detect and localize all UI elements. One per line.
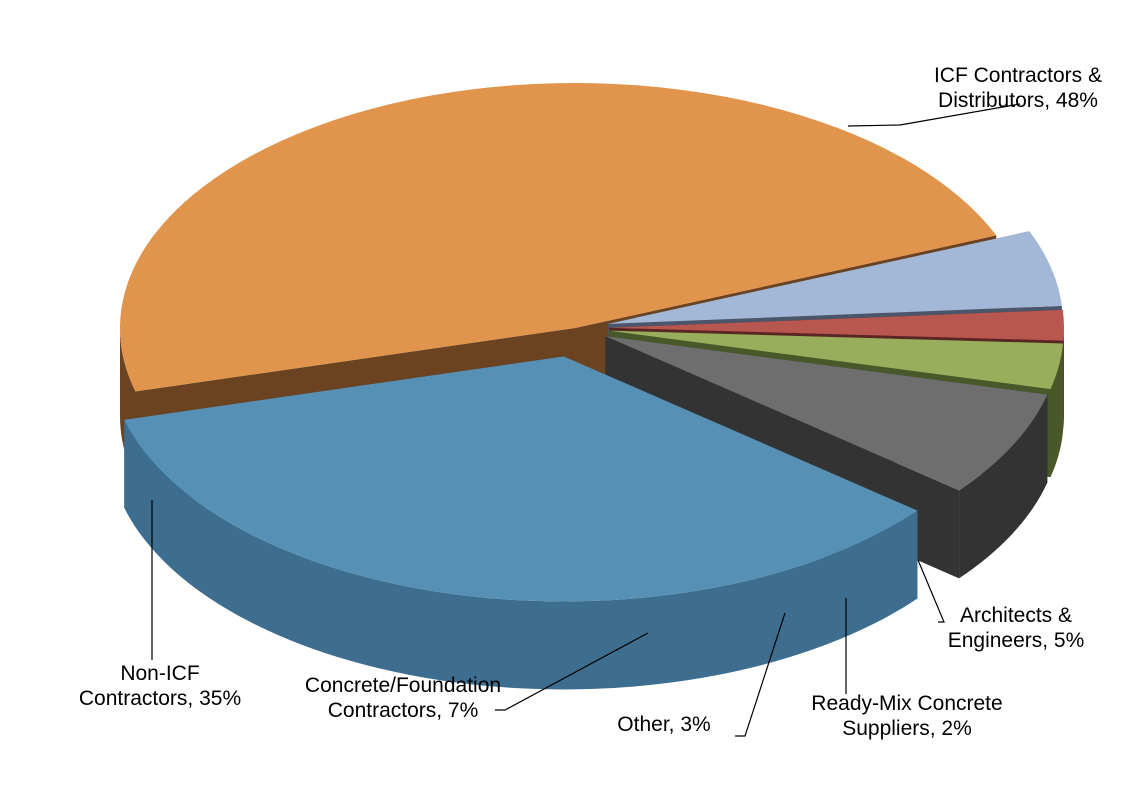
leader-concrete-foundation	[495, 632, 649, 711]
label-ready-mix-suppliers: Ready-Mix Concrete Suppliers, 2%	[811, 692, 1002, 740]
label-other: Other, 3%	[617, 713, 710, 736]
label-leaders	[151, 103, 1021, 737]
slice-concrete-foundation	[605, 336, 1048, 491]
slice-icf-contractors	[119, 82, 997, 392]
slice-side-non-icf-contractors	[124, 419, 918, 690]
leader-icf-contractors	[847, 103, 1021, 127]
slice-side-ready-mix-suppliers	[1063, 327, 1064, 429]
slice-architects-engineers	[608, 231, 1062, 324]
leader-architects-engineers	[917, 559, 945, 623]
label-concrete-foundation: Concrete/Foundation Contractors, 7%	[305, 674, 501, 722]
slice-non-icf-contractors	[124, 356, 918, 602]
label-architects-engineers: Architects & Engineers, 5%	[948, 604, 1085, 652]
leader-other	[735, 612, 786, 737]
label-non-icf-contractors: Non-ICF Contractors, 35%	[79, 662, 241, 710]
slice-ready-mix-suppliers	[608, 309, 1064, 341]
label-icf-contractors: ICF Contractors & Distributors, 48%	[934, 64, 1102, 112]
pie-tops	[119, 82, 1064, 602]
slice-other	[608, 330, 1064, 390]
slice-labels: ICF Contractors & Distributors, 48% Archit…	[79, 64, 1102, 740]
